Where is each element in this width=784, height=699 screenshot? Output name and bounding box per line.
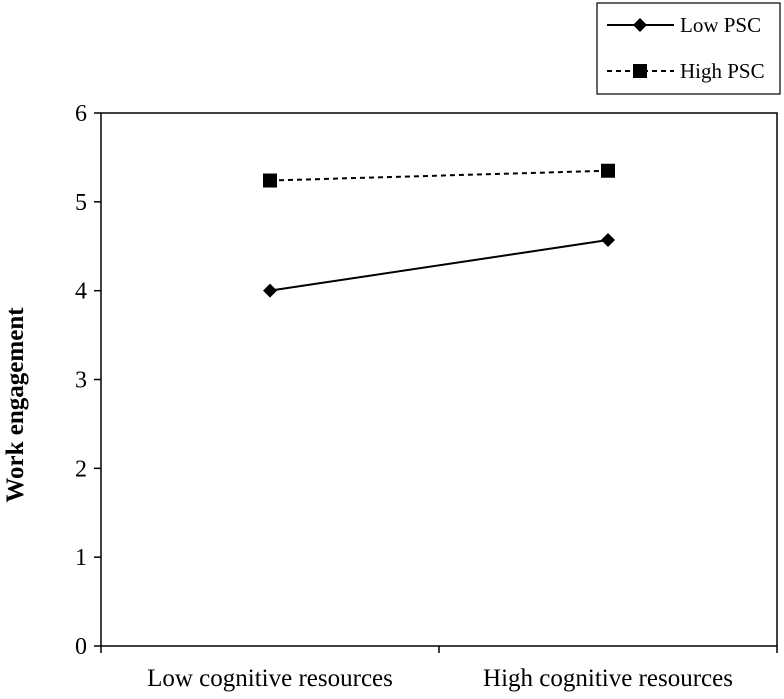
legend-label-high-psc: High PSC <box>680 59 765 83</box>
y-tick-label: 3 <box>75 368 87 394</box>
plot-area <box>100 112 778 647</box>
series-low-psc <box>263 233 615 298</box>
series-line-low-psc <box>269 239 609 292</box>
y-tick-label: 5 <box>75 190 87 216</box>
y-tick-label: 4 <box>75 279 87 305</box>
legend-item-low-psc: Low PSC <box>607 13 761 37</box>
series-high-psc <box>263 163 615 188</box>
data-point-low-psc <box>601 233 615 248</box>
x-tick-label: High cognitive resources <box>483 665 733 692</box>
series-layer <box>263 163 615 298</box>
x-axis: Low cognitive resources High cognitive re… <box>100 646 778 692</box>
y-tick-label: 2 <box>75 456 87 482</box>
legend-item-high-psc: High PSC <box>607 59 765 83</box>
x-tick-label: Low cognitive resources <box>147 665 393 692</box>
y-tick-label: 1 <box>75 545 87 571</box>
legend-label-low-psc: Low PSC <box>680 13 761 37</box>
legend-box <box>596 2 781 95</box>
data-point-high-psc <box>601 163 615 178</box>
legend: Low PSC High PSC <box>596 2 781 95</box>
y-axis: 0 1 2 3 4 5 6 <box>75 101 101 660</box>
y-tick-label: 0 <box>75 634 87 660</box>
y-axis-label: Work engagement <box>2 307 29 503</box>
data-point-high-psc <box>263 173 277 188</box>
legend-marker-high-psc <box>633 64 647 78</box>
series-line-high-psc <box>269 169 609 182</box>
data-point-low-psc <box>263 283 277 298</box>
legend-marker-low-psc <box>633 18 647 32</box>
y-tick-label: 6 <box>75 101 87 127</box>
